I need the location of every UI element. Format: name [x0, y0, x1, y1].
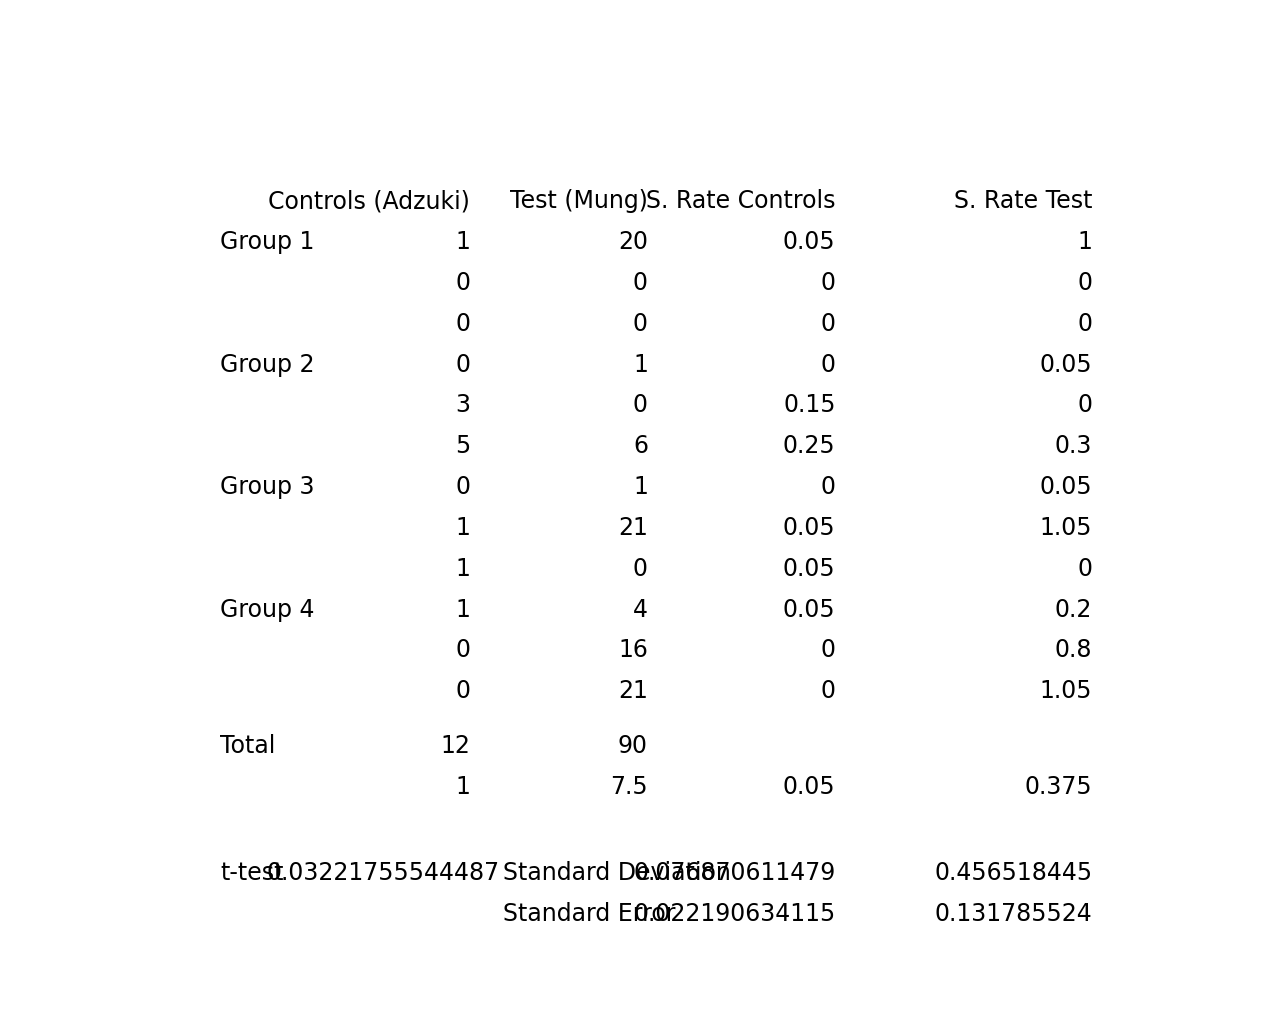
Text: 0: 0	[633, 556, 648, 580]
Text: 1: 1	[455, 774, 470, 799]
Text: 1: 1	[455, 516, 470, 539]
Text: 1: 1	[633, 475, 648, 498]
Text: 20: 20	[618, 229, 648, 254]
Text: Standard Error: Standard Error	[503, 901, 675, 925]
Text: 0.05: 0.05	[784, 597, 836, 621]
Text: Group 1: Group 1	[220, 229, 315, 254]
Text: 6: 6	[633, 434, 648, 458]
Text: 1.05: 1.05	[1040, 516, 1092, 539]
Text: Test (Mung): Test (Mung)	[510, 189, 648, 213]
Text: 0.15: 0.15	[784, 393, 836, 417]
Text: 0: 0	[820, 271, 836, 294]
Text: 0: 0	[455, 638, 470, 661]
Text: 0: 0	[455, 271, 470, 294]
Text: 1: 1	[633, 353, 648, 376]
Text: 0.076870611479: 0.076870611479	[633, 860, 836, 884]
Text: 0: 0	[1078, 393, 1092, 417]
Text: 0: 0	[820, 312, 836, 335]
Text: Group 3: Group 3	[220, 475, 315, 498]
Text: 0.375: 0.375	[1024, 774, 1092, 799]
Text: 0: 0	[820, 679, 836, 702]
Text: Group 2: Group 2	[220, 353, 315, 376]
Text: 21: 21	[618, 516, 648, 539]
Text: 0.456518445: 0.456518445	[934, 860, 1092, 884]
Text: 16: 16	[618, 638, 648, 661]
Text: 0: 0	[455, 679, 470, 702]
Text: t-test: t-test	[220, 860, 284, 884]
Text: 1: 1	[455, 597, 470, 621]
Text: Controls (Adzuki): Controls (Adzuki)	[269, 189, 470, 213]
Text: 0.25: 0.25	[784, 434, 836, 458]
Text: 0: 0	[820, 353, 836, 376]
Text: 0.05: 0.05	[1040, 353, 1092, 376]
Text: 5: 5	[455, 434, 470, 458]
Text: 0.05: 0.05	[784, 516, 836, 539]
Text: 90: 90	[618, 734, 648, 758]
Text: 1: 1	[455, 229, 470, 254]
Text: 1: 1	[1078, 229, 1092, 254]
Text: Standard Deviation: Standard Deviation	[503, 860, 731, 884]
Text: Group 4: Group 4	[220, 597, 315, 621]
Text: 0: 0	[455, 353, 470, 376]
Text: 4: 4	[633, 597, 648, 621]
Text: 0: 0	[1078, 556, 1092, 580]
Text: 21: 21	[618, 679, 648, 702]
Text: S. Rate Test: S. Rate Test	[954, 189, 1092, 213]
Text: 0.05: 0.05	[784, 229, 836, 254]
Text: 1.05: 1.05	[1040, 679, 1092, 702]
Text: 0.2: 0.2	[1055, 597, 1092, 621]
Text: 0: 0	[1078, 271, 1092, 294]
Text: 0.05: 0.05	[784, 774, 836, 799]
Text: 0: 0	[820, 638, 836, 661]
Text: 0.022190634115: 0.022190634115	[633, 901, 836, 925]
Text: 7.5: 7.5	[610, 774, 648, 799]
Text: 1: 1	[455, 556, 470, 580]
Text: 0.03221755544487: 0.03221755544487	[266, 860, 499, 884]
Text: 0: 0	[820, 475, 836, 498]
Text: 0: 0	[455, 475, 470, 498]
Text: S. Rate Controls: S. Rate Controls	[646, 189, 836, 213]
Text: 0.8: 0.8	[1055, 638, 1092, 661]
Text: 0: 0	[1078, 312, 1092, 335]
Text: 0.05: 0.05	[784, 556, 836, 580]
Text: Total: Total	[220, 734, 276, 758]
Text: 0: 0	[455, 312, 470, 335]
Text: 0: 0	[633, 393, 648, 417]
Text: 0.131785524: 0.131785524	[935, 901, 1092, 925]
Text: 0.05: 0.05	[1040, 475, 1092, 498]
Text: 12: 12	[441, 734, 470, 758]
Text: 3: 3	[455, 393, 470, 417]
Text: 0: 0	[633, 312, 648, 335]
Text: 0: 0	[633, 271, 648, 294]
Text: 0.3: 0.3	[1055, 434, 1092, 458]
